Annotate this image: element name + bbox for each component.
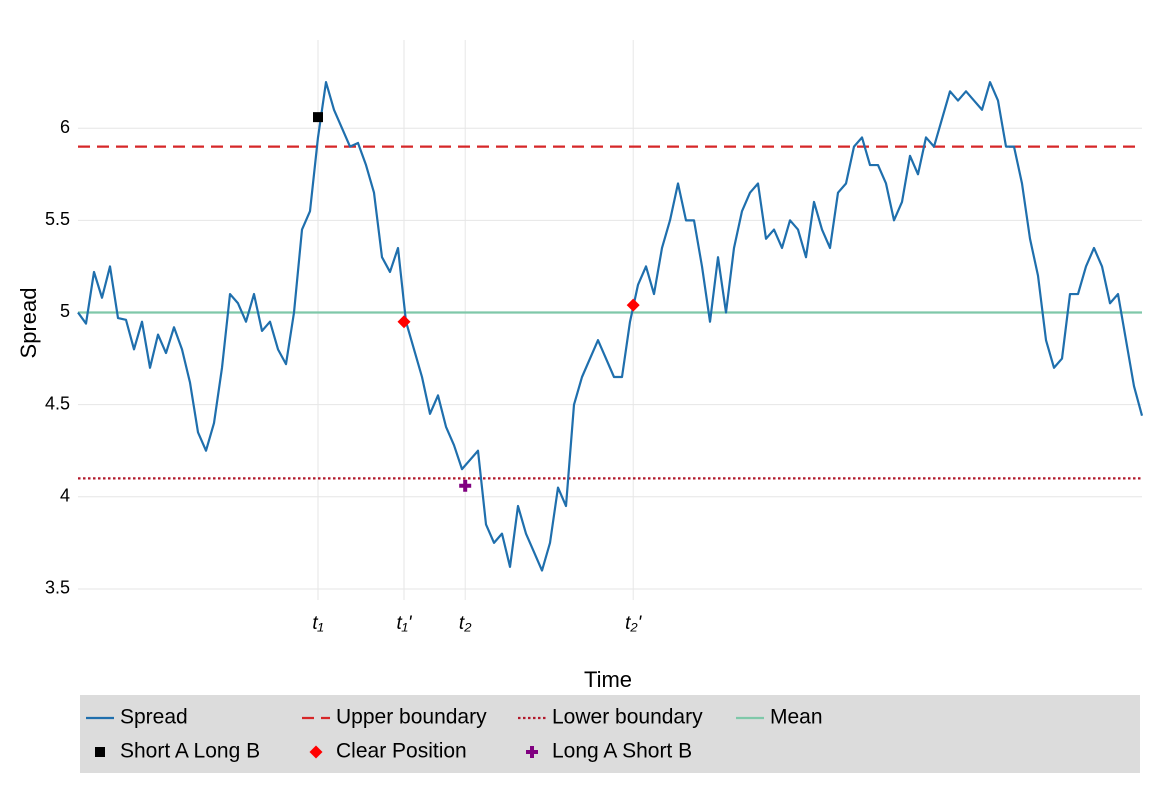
legend-label: Spread <box>120 706 188 729</box>
y-tick-label: 5.5 <box>45 209 70 229</box>
legend-label: Mean <box>770 706 823 729</box>
legend-label: Upper boundary <box>336 706 487 729</box>
spread-line <box>77 81 1144 572</box>
legend-symbol <box>309 745 323 759</box>
legend-box <box>80 695 1140 773</box>
signal-marker <box>397 315 411 329</box>
y-tick-label: 6 <box>60 117 70 137</box>
signal-marker <box>626 298 640 312</box>
x-tick-label: t₂' <box>625 613 643 634</box>
x-tick-label: t₂ <box>459 613 472 634</box>
signal-marker <box>313 112 323 123</box>
y-tick-label: 5 <box>60 301 70 321</box>
legend-label: Clear Position <box>336 740 467 763</box>
legend-symbol <box>95 747 105 757</box>
legend-label: Short A Long B <box>120 740 260 763</box>
y-tick-label: 4.5 <box>45 393 70 413</box>
x-tick-label: t₁ <box>312 613 323 634</box>
legend-label: Long A Short B <box>552 740 692 763</box>
x-tick-label: t₁' <box>397 613 413 634</box>
y-tick-label: 3.5 <box>45 578 70 598</box>
y-axis-label: Spread <box>16 288 41 359</box>
signal-marker <box>459 479 472 492</box>
legend-symbol <box>526 746 538 758</box>
legend-label: Lower boundary <box>552 706 703 729</box>
x-axis-label: Time <box>584 667 632 692</box>
y-tick-label: 4 <box>60 486 70 506</box>
